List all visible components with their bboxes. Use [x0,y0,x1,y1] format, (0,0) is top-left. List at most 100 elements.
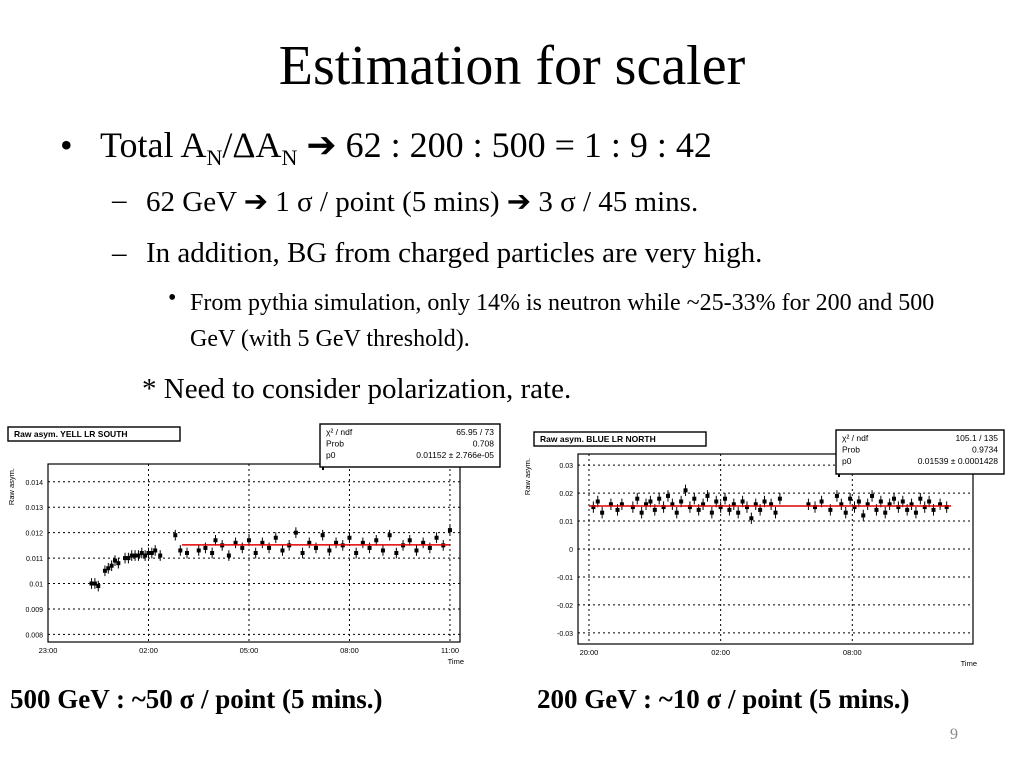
data-point [828,507,833,512]
bullet-dot: • [60,125,73,165]
data-point [927,499,932,504]
data-point [387,533,392,538]
data-point [744,505,749,510]
data-point [421,540,426,545]
data-point [313,545,318,550]
data-point [870,493,875,498]
data-point [213,538,218,543]
plot-blue-lr-north: -0.03 -0.02 -0.01 0 0.01 0.02 0.03 20:00 02:00 08… [523,429,1005,668]
data-point [307,540,312,545]
data-point [834,493,839,498]
plot-title: Raw asym. YELL LR SOUTH [14,429,128,439]
bullet-suffix: ➔ 62 : 200 : 500 = 1 : 9 : 42 [297,125,712,165]
y-tick-label: 0.009 [25,607,43,614]
data-point [374,538,379,543]
data-point [203,545,208,550]
data-point [753,502,758,507]
stats-label: Prob [326,439,344,449]
data-point [806,502,811,507]
data-point [354,551,359,555]
x-tick-label: 05:00 [240,646,259,655]
page-number: 9 [950,726,958,743]
data-point [300,551,305,555]
data-point [670,502,675,507]
y-tick-label: 0.012 [25,531,43,538]
data-point [123,556,128,561]
data-point [92,581,97,586]
data-point [727,507,732,512]
data-point [692,496,697,501]
data-point [427,545,432,550]
data-point [178,548,183,553]
data-point [630,505,635,510]
y-tick-label: -0.03 [557,631,573,638]
data-point [246,538,251,543]
subscript-n: N [281,145,298,170]
dash: – [112,237,127,269]
data-point [185,551,190,555]
data-point [718,505,723,510]
data-point [900,499,905,504]
data-point [865,502,870,507]
data-point [777,496,782,501]
data-point [233,540,238,545]
y-tick-label: -0.02 [557,603,573,610]
bullet-prefix: Total A [100,125,207,165]
y-tick-label: 0.01 [29,582,43,589]
data-point [736,510,741,515]
stats-value: 105.1 / 135 [955,433,998,443]
data-point [896,505,901,510]
data-point [740,499,745,504]
data-point [116,561,121,566]
data-point [635,496,640,501]
data-point [839,502,844,507]
bullet-mid: /ΔA [222,125,282,165]
data-point [938,502,943,507]
y-tick-label: -0.01 [557,575,573,582]
data-point [661,505,666,510]
data-point [434,535,439,540]
data-point [758,507,763,512]
data-point [210,551,215,555]
data-point [909,502,914,507]
data-point [267,545,272,550]
data-point [273,535,278,540]
stats-value: 0.9734 [972,445,998,455]
data-point [944,505,949,510]
data-point [380,548,385,553]
data-point [143,553,148,558]
data-point [96,584,101,589]
data-point [913,510,918,515]
data-point [133,553,138,558]
data-point [109,563,114,568]
data-point [226,553,231,558]
stats-value: 0.01539 ± 0.0001428 [918,456,999,466]
data-point [149,551,154,555]
data-point [931,507,936,512]
data-point [639,510,644,515]
data-point [696,507,701,512]
data-point [918,496,923,501]
sub-sub-bullet-text: From pythia simulation, only 14% is neut… [190,290,935,352]
data-point [447,528,452,533]
data-point [644,502,649,507]
caption-500gev: 500 GeV : ~50 σ / point (5 mins.) [10,684,383,714]
stats-value: 0.01152 ± 2.766e-05 [416,450,494,460]
data-point [126,556,131,561]
data-point [146,551,151,555]
data-point [139,551,144,555]
sub-bullet-text: 62 GeV ➔ 1 σ / point (5 mins) ➔ 3 σ / 45… [146,186,699,218]
plot-title-box [7,426,181,442]
data-point [705,493,710,498]
data-point [878,499,883,504]
data-point [334,540,339,545]
data-point [657,496,662,501]
x-axis-label: Time [448,657,464,666]
data-point [196,548,201,553]
data-point [360,540,365,545]
data-point [89,581,94,586]
data-point [843,510,848,515]
x-tick-label: 02:00 [139,646,158,655]
y-tick-label: 0.011 [26,556,43,563]
stats-label: p0 [842,456,852,466]
